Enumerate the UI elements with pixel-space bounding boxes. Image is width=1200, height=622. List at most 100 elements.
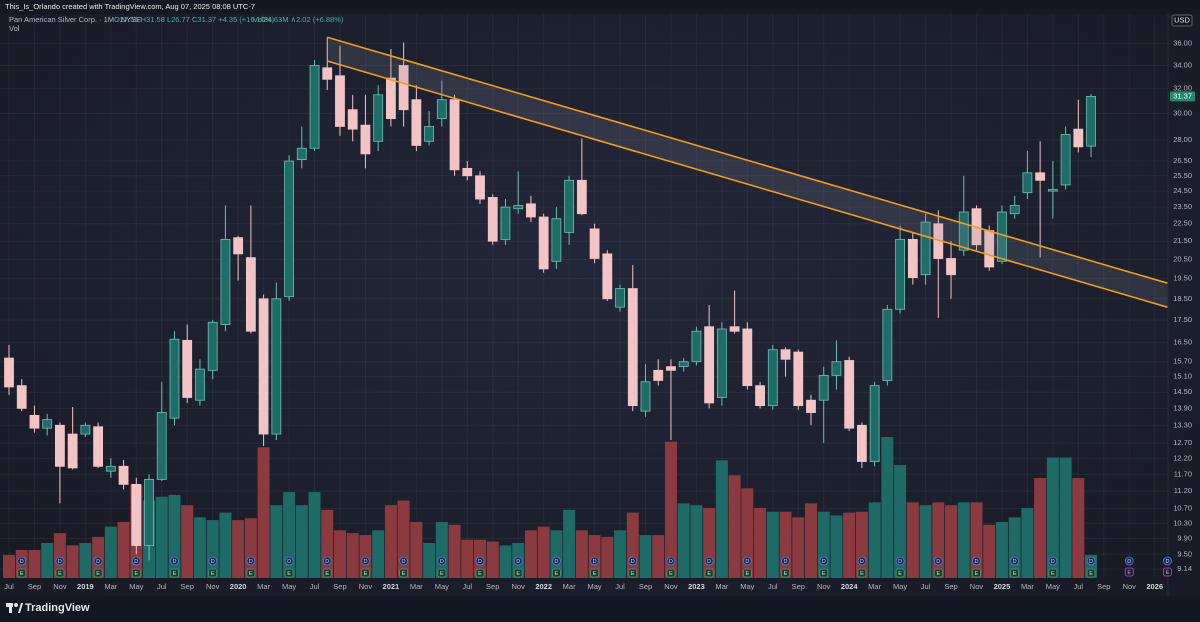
earnings-marker bbox=[513, 568, 523, 578]
dividend-marker bbox=[361, 556, 370, 566]
x-tick-label: Jul bbox=[1074, 582, 1084, 591]
volume-bar bbox=[906, 502, 919, 578]
candle-body bbox=[538, 216, 549, 270]
dividend-label: D bbox=[96, 559, 100, 565]
earnings-marker bbox=[857, 568, 867, 578]
y-tick-label: 11.70 bbox=[1174, 469, 1192, 478]
dividend-label: D bbox=[1089, 559, 1093, 565]
trendline bbox=[327, 60, 1168, 308]
volume-bar bbox=[741, 488, 754, 578]
candle-body bbox=[627, 288, 638, 407]
earnings-marker bbox=[1124, 567, 1134, 577]
candle-body bbox=[1086, 95, 1096, 147]
y-tick-label: 17.50 bbox=[1173, 315, 1192, 324]
dividend-label: D bbox=[1165, 559, 1169, 565]
dividend-marker bbox=[742, 556, 752, 566]
dividend-marker bbox=[1163, 556, 1172, 566]
volume-bar bbox=[79, 542, 92, 578]
dividend-marker bbox=[666, 556, 676, 566]
earnings-label: E bbox=[364, 571, 368, 577]
volume-bar bbox=[283, 492, 296, 578]
channel-fill bbox=[327, 37, 1168, 308]
dividend-label: D bbox=[784, 559, 788, 565]
x-tick-label: Mar bbox=[1021, 582, 1034, 591]
dividend-label: D bbox=[134, 559, 138, 565]
volume-bar bbox=[232, 520, 245, 578]
candle-body bbox=[513, 205, 524, 210]
earnings-marker bbox=[1086, 568, 1096, 578]
x-tick-label: Sep bbox=[28, 582, 41, 591]
earnings-marker bbox=[361, 568, 370, 578]
dividend-label: D bbox=[172, 559, 176, 565]
earnings-marker bbox=[208, 568, 218, 578]
candle-body bbox=[309, 65, 320, 149]
volume-bar bbox=[664, 441, 677, 578]
volume-bar bbox=[486, 541, 499, 578]
volume-bar bbox=[257, 447, 270, 578]
earnings-marker bbox=[131, 568, 141, 578]
credit: This_Is_Orlando created with TradingView… bbox=[5, 2, 255, 11]
earnings-marker bbox=[246, 568, 256, 578]
earnings-marker bbox=[551, 568, 561, 578]
dividend-label: D bbox=[707, 559, 711, 565]
earnings-marker bbox=[742, 568, 752, 578]
candle-body bbox=[1035, 172, 1046, 181]
volume-bar bbox=[270, 505, 283, 578]
candle-body bbox=[385, 77, 396, 120]
earnings-label: E bbox=[822, 571, 826, 577]
dividend-label: D bbox=[1051, 559, 1055, 565]
y-tick-label: 23.50 bbox=[1173, 202, 1192, 211]
y-tick-label: 14.50 bbox=[1173, 387, 1192, 396]
dividend-label: D bbox=[478, 559, 482, 565]
dividend-marker bbox=[208, 556, 218, 566]
x-tick-label: Nov bbox=[512, 582, 526, 591]
candle-body bbox=[55, 424, 65, 467]
y-tick-label: 22.50 bbox=[1173, 219, 1192, 228]
volume-bar bbox=[575, 530, 588, 578]
dividend-marker bbox=[628, 556, 638, 566]
candle-body bbox=[767, 349, 778, 407]
volume-bar bbox=[639, 535, 652, 578]
dividend-marker bbox=[1086, 556, 1096, 566]
dividend-marker bbox=[475, 556, 485, 566]
earnings-marker bbox=[399, 568, 409, 578]
footer-bar bbox=[0, 596, 1200, 622]
candle-body bbox=[653, 369, 664, 381]
candle-body bbox=[156, 412, 167, 480]
x-tick-label: Sep bbox=[486, 582, 499, 591]
volume-bar bbox=[881, 437, 894, 578]
dividend-marker bbox=[895, 556, 905, 566]
candle-body bbox=[398, 65, 409, 111]
candle-body bbox=[691, 330, 702, 363]
earnings-marker bbox=[322, 568, 332, 578]
candle-body bbox=[958, 211, 969, 251]
currency-box[interactable] bbox=[1171, 14, 1193, 27]
candle-body bbox=[678, 361, 689, 368]
candle-body bbox=[729, 326, 740, 332]
x-tick-label: Jul bbox=[921, 582, 931, 591]
earnings-marker bbox=[666, 568, 676, 578]
earnings-label: E bbox=[1013, 571, 1017, 577]
x-tick-label: 2019 bbox=[77, 582, 94, 591]
earnings-label: E bbox=[1089, 571, 1093, 577]
candle-body bbox=[895, 239, 905, 310]
volume-bar bbox=[652, 535, 665, 578]
dividend-label: D bbox=[516, 559, 520, 565]
dividend-label: D bbox=[20, 559, 24, 565]
volume-bar bbox=[66, 545, 79, 578]
candle-body bbox=[564, 179, 575, 233]
y-tick-label: 24.50 bbox=[1173, 186, 1192, 195]
candle-body bbox=[195, 368, 205, 401]
volume-bar bbox=[703, 507, 716, 578]
dividend-label: D bbox=[860, 559, 864, 565]
candle-body bbox=[882, 308, 893, 381]
volume-bar bbox=[995, 521, 1008, 578]
earnings-label: E bbox=[784, 571, 788, 577]
x-tick-label: Sep bbox=[944, 582, 957, 591]
candle-body bbox=[42, 419, 53, 429]
earnings-label: E bbox=[287, 571, 291, 577]
volume-bar bbox=[728, 475, 741, 578]
dividend-marker bbox=[1048, 556, 1058, 566]
currency[interactable]: USD bbox=[1174, 15, 1190, 24]
x-tick-label: Nov bbox=[1123, 582, 1137, 591]
